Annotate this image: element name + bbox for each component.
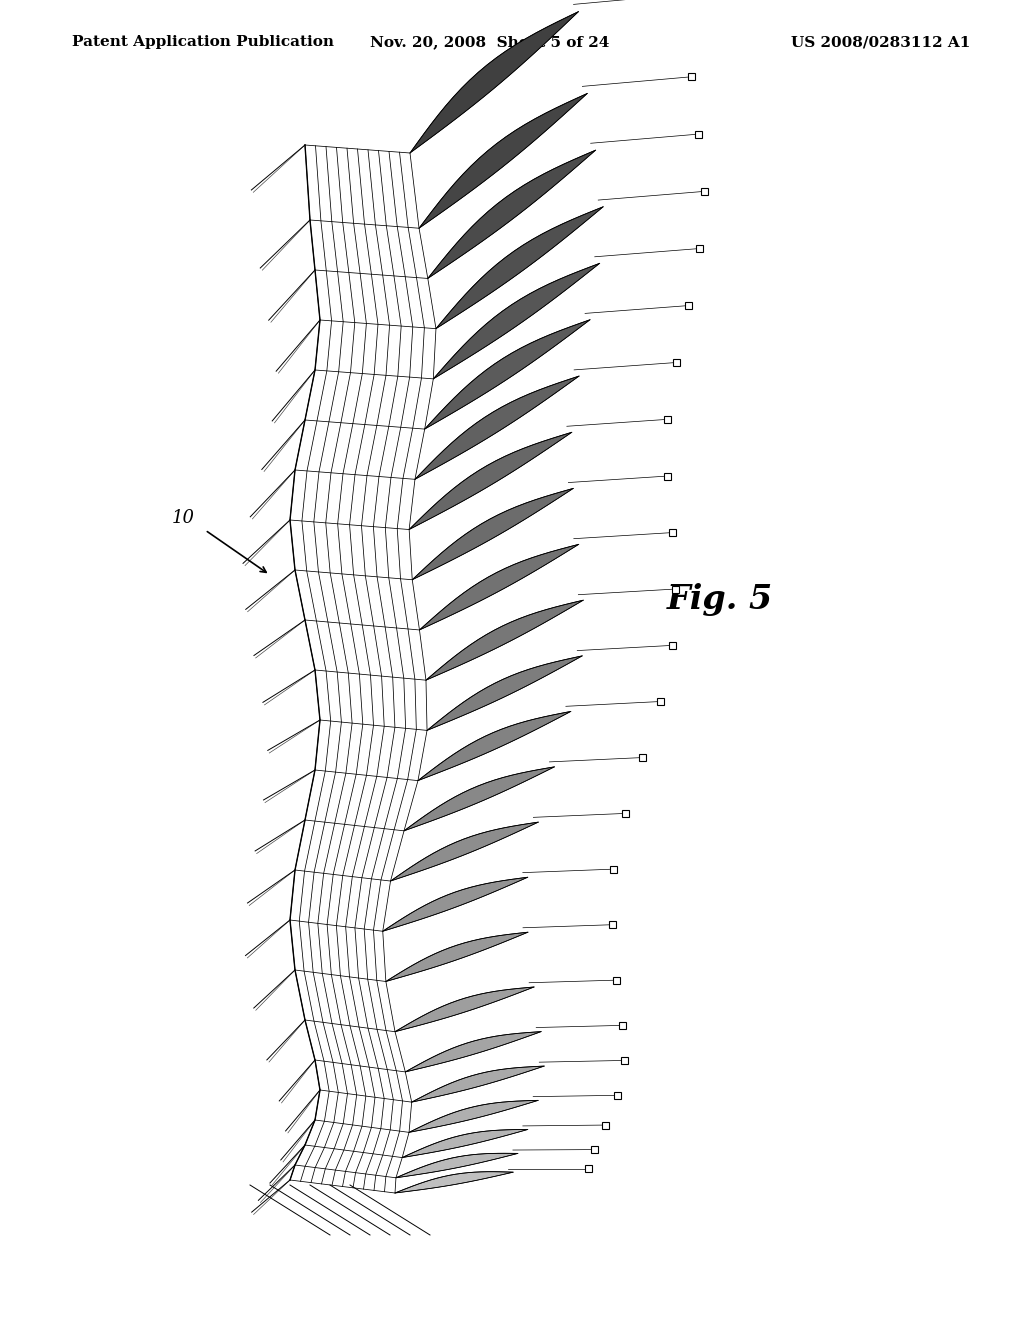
Bar [613,977,621,983]
Bar [672,586,679,593]
Bar [608,921,615,928]
Polygon shape [425,319,590,429]
Polygon shape [428,150,596,279]
Polygon shape [436,207,603,329]
Bar [620,1022,627,1028]
Bar [665,473,672,479]
Bar [700,187,708,195]
Polygon shape [404,767,554,830]
Text: 10: 10 [171,510,195,527]
Text: Fig. 5: Fig. 5 [667,583,773,616]
Polygon shape [406,1032,542,1072]
Bar [602,1122,609,1129]
Polygon shape [390,822,539,880]
Polygon shape [413,488,573,579]
Polygon shape [433,263,600,379]
Bar [665,416,671,422]
Bar [687,74,694,81]
Text: Nov. 20, 2008  Sheet 5 of 24: Nov. 20, 2008 Sheet 5 of 24 [371,36,609,49]
Polygon shape [418,711,570,780]
Bar [613,1092,621,1098]
Bar [585,1166,592,1172]
Bar [685,302,692,309]
Bar [694,131,701,137]
Polygon shape [427,656,583,730]
Polygon shape [396,1154,518,1177]
Bar [696,246,703,252]
Polygon shape [395,1172,513,1193]
Bar [621,1057,628,1064]
Polygon shape [402,1130,527,1158]
Bar [609,866,616,873]
Polygon shape [415,376,580,479]
Bar [591,1146,598,1154]
Bar [639,754,646,762]
Polygon shape [383,878,527,932]
Polygon shape [395,987,535,1032]
Polygon shape [420,544,579,630]
Text: US 2008/0283112 A1: US 2008/0283112 A1 [791,36,970,49]
Bar [670,642,677,649]
Polygon shape [419,94,588,228]
Polygon shape [412,1067,544,1102]
Polygon shape [426,601,584,680]
Polygon shape [410,432,571,529]
Text: Patent Application Publication: Patent Application Publication [72,36,334,49]
Bar [656,698,664,705]
Bar [669,529,676,536]
Polygon shape [386,932,528,982]
Bar [673,359,680,366]
Polygon shape [410,12,579,153]
Polygon shape [409,1101,539,1133]
Bar [622,810,629,817]
